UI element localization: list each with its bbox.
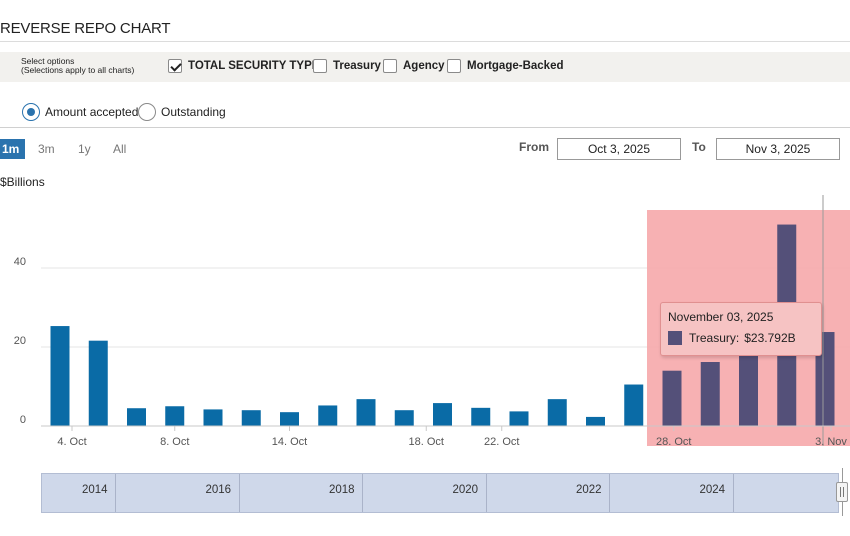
- checkbox-treasury[interactable]: Treasury: [313, 57, 381, 75]
- from-label: From: [519, 140, 549, 154]
- range-button-1y[interactable]: 1y: [78, 142, 91, 156]
- bar: [241, 410, 261, 426]
- select-options-label: Select options (Selections apply to all …: [21, 57, 134, 75]
- navigator-drag-handle-icon[interactable]: [836, 482, 848, 502]
- tooltip-value: $23.792B: [744, 331, 796, 345]
- checkbox-unchecked-icon[interactable]: [383, 59, 397, 73]
- checkbox-unchecked-icon[interactable]: [447, 59, 461, 73]
- navigator-year-label: 2014: [82, 484, 108, 496]
- x-tick-label: 18. Oct: [409, 436, 444, 448]
- bar: [624, 384, 644, 426]
- navigator-tick: [485, 474, 487, 512]
- radio-outstanding[interactable]: Outstanding: [138, 102, 226, 122]
- radio-label: Outstanding: [161, 105, 226, 119]
- radio-amount-accepted[interactable]: Amount accepted: [22, 102, 138, 122]
- navigator-tick: [238, 474, 240, 512]
- x-tick-label: 8. Oct: [160, 436, 189, 448]
- options-bar: Select options (Selections apply to all …: [0, 52, 850, 82]
- controls-divider: [0, 127, 850, 128]
- navigator-tick: [115, 474, 116, 512]
- page-title: REVERSE REPO CHART: [0, 20, 171, 37]
- y-tick-label: 0: [20, 414, 26, 426]
- range-button-3m[interactable]: 3m: [38, 142, 55, 156]
- x-tick-label: 3. Nov: [815, 436, 847, 448]
- y-tick-label: 40: [14, 256, 26, 268]
- from-date-input[interactable]: Oct 3, 2025: [557, 138, 681, 160]
- x-tick-label: 4. Oct: [57, 436, 86, 448]
- bar: [662, 370, 682, 426]
- range-button-1m[interactable]: 1m: [0, 139, 26, 159]
- checkbox-mortgage-backed[interactable]: Mortgage-Backed: [447, 57, 564, 75]
- navigator-year-label: 2020: [452, 484, 479, 496]
- navigator-year-label: 2022: [576, 484, 602, 496]
- range-navigator[interactable]: 2014 2016 2018 2020 2022 2024: [41, 473, 839, 513]
- range-button-all[interactable]: All: [113, 142, 127, 156]
- checkbox-label: Agency: [403, 60, 445, 72]
- bar: [203, 409, 223, 426]
- bar: [88, 340, 108, 426]
- checkbox-unchecked-icon[interactable]: [313, 59, 327, 73]
- select-options-title: Select options: [21, 56, 75, 66]
- navigator-tick: [362, 474, 363, 512]
- series-swatch-icon: [668, 331, 682, 345]
- navigator-year-label: 2018: [329, 484, 355, 496]
- select-options-note: (Selections apply to all charts): [21, 65, 135, 75]
- navigator-year-label: 2016: [205, 484, 232, 496]
- radio-label: Amount accepted: [45, 105, 139, 119]
- bar: [509, 411, 529, 426]
- checkbox-label: Mortgage-Backed: [467, 60, 564, 72]
- checkbox-checked-icon[interactable]: [168, 59, 182, 73]
- checkbox-label: TOTAL SECURITY TYPES: [188, 60, 328, 72]
- bar: [586, 416, 605, 426]
- bar: [127, 408, 146, 426]
- bar: [356, 399, 376, 426]
- to-date-input[interactable]: Nov 3, 2025: [716, 138, 840, 160]
- bar: [547, 399, 567, 426]
- bar: [165, 406, 185, 426]
- y-tick-label: 20: [14, 335, 26, 347]
- tooltip-series: Treasury:: [689, 331, 740, 345]
- bar: [700, 362, 720, 426]
- bar: [50, 326, 70, 426]
- x-tick-label: 22. Oct: [484, 436, 519, 448]
- title-divider: [0, 41, 850, 42]
- bar: [739, 347, 758, 426]
- navigator-tick: [609, 474, 610, 512]
- x-tick-label: 28. Oct: [656, 436, 691, 448]
- navigator-tick: [732, 474, 734, 512]
- bar: [394, 410, 414, 426]
- tooltip-row: Treasury: $23.792B: [668, 331, 814, 345]
- bar: [433, 403, 452, 426]
- to-label: To: [692, 140, 706, 154]
- radio-selected-icon[interactable]: [22, 103, 40, 121]
- y-axis-title: $Billions: [0, 175, 45, 189]
- checkbox-total-security-types[interactable]: TOTAL SECURITY TYPES: [168, 57, 327, 75]
- tooltip-date: November 03, 2025: [668, 310, 774, 324]
- checkbox-label: Treasury: [333, 60, 381, 72]
- checkbox-agency[interactable]: Agency: [383, 57, 445, 75]
- bar: [471, 407, 491, 426]
- bar: [280, 412, 299, 426]
- bar: [318, 405, 338, 426]
- navigator-year-label: 2024: [699, 484, 726, 496]
- radio-unselected-icon[interactable]: [138, 103, 156, 121]
- chart-tooltip: November 03, 2025 Treasury: $23.792B: [660, 302, 822, 356]
- x-tick-label: 14. Oct: [272, 436, 307, 448]
